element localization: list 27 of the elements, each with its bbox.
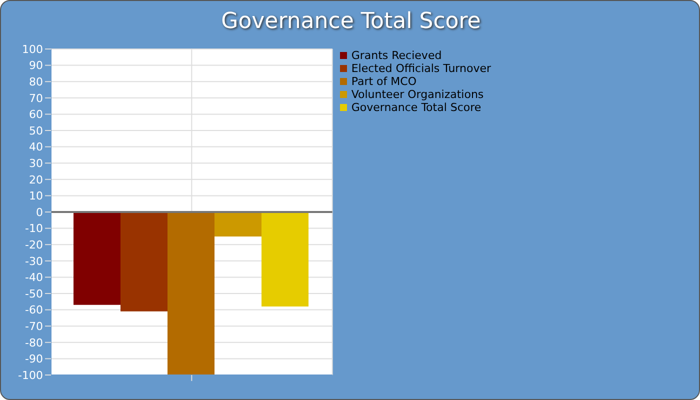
legend-label: Elected Officials Turnover [351, 62, 491, 75]
y-tick-label: 10 [29, 190, 43, 203]
y-tick-label: 20 [29, 173, 43, 186]
y-tick-label: -10 [25, 222, 43, 236]
y-tick-label: -50 [25, 287, 43, 300]
y-tick-label: 40 [29, 140, 43, 154]
legend-label: Volunteer Organizations [351, 88, 484, 101]
y-tick-label: -30 [25, 254, 43, 268]
y-tick-label: 30 [29, 157, 43, 170]
y-tick-label: -70 [25, 320, 43, 334]
y-tick-label: -20 [25, 238, 43, 252]
y-tick-label: 50 [29, 124, 43, 138]
chart-title: Governance Total Score [220, 9, 482, 34]
y-tick-label: 70 [29, 92, 43, 105]
y-tick-label: 60 [29, 108, 43, 122]
y-tick-label: 80 [29, 76, 43, 89]
y-tick-label: -80 [25, 336, 43, 350]
y-tick-label: 100 [22, 42, 43, 56]
y-tick-label: -90 [25, 352, 43, 366]
legend-label: Grants Recieved [351, 49, 442, 62]
legend-label: Governance Total Score [351, 101, 482, 114]
y-tick-label: 0 [36, 206, 43, 219]
y-tick-label: 90 [29, 59, 43, 72]
y-tick-label: -100 [18, 368, 43, 382]
legend-label: Part of MCO [351, 75, 416, 88]
y-tick-label: -40 [25, 271, 43, 284]
y-tick-label: -60 [25, 304, 43, 317]
